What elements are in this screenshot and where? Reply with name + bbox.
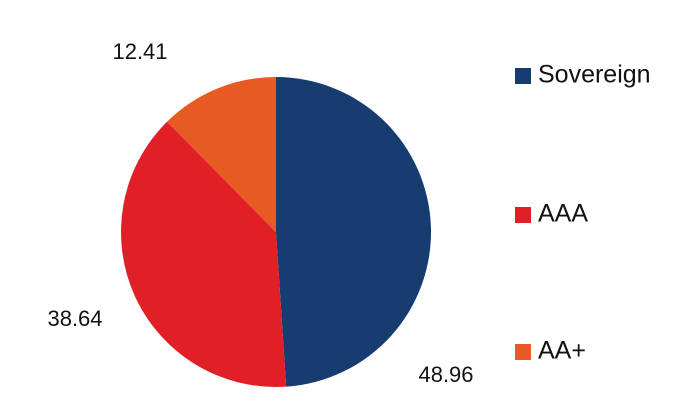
legend-label: AAA xyxy=(538,200,588,228)
data-label: 12.41 xyxy=(112,39,167,64)
legend-swatch xyxy=(515,68,531,84)
legend-swatch xyxy=(515,344,531,360)
legend-label: Sovereign xyxy=(538,61,651,89)
data-label: 48.96 xyxy=(418,362,473,387)
legend-swatch xyxy=(515,207,531,223)
data-label: 38.64 xyxy=(47,306,102,331)
pie-slice xyxy=(120,121,287,388)
legend-label: AA+ xyxy=(538,337,586,365)
pie-slice xyxy=(167,77,276,232)
pie-slice xyxy=(276,77,431,387)
